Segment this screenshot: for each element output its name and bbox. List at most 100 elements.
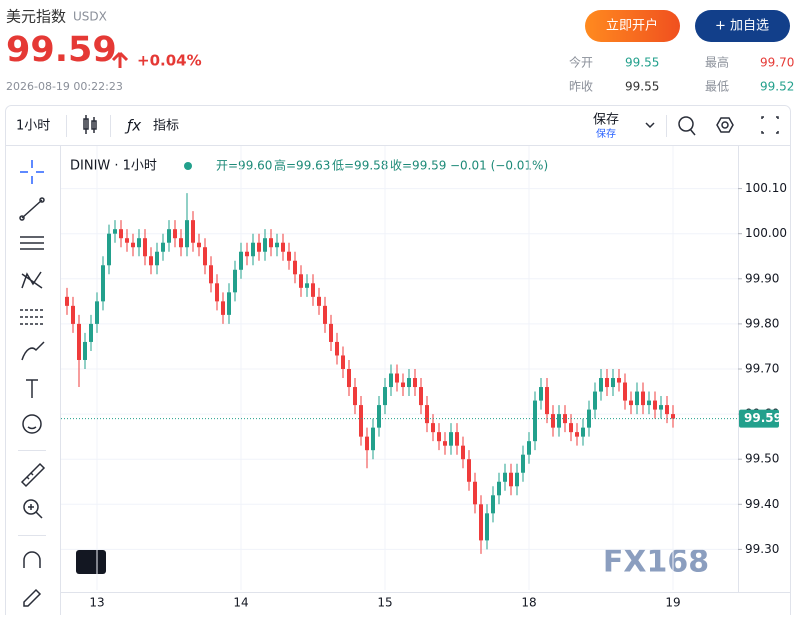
candle-body: [437, 432, 441, 442]
y-tick-label: 99.70: [745, 362, 779, 376]
candle-body: [203, 247, 207, 266]
candle-body: [425, 405, 429, 424]
ohlc-open: 开=99.60: [216, 159, 272, 173]
candle-body: [497, 481, 501, 496]
settings-dot: [721, 121, 729, 129]
fullscreen-icon[interactable]: [761, 116, 779, 134]
candle-body: [323, 305, 327, 324]
candle-body: [449, 432, 453, 446]
chart-title: DINIW · 1小时: [70, 159, 157, 174]
candle-body: [557, 414, 561, 428]
candle-body: [179, 238, 183, 248]
up-arrow: [111, 51, 129, 68]
candle-body: [65, 296, 69, 306]
stat-value: 99.55: [625, 56, 659, 70]
y-tick-label: 100.00: [745, 226, 787, 240]
candle-body: [455, 432, 459, 446]
settings-icon[interactable]: [716, 117, 734, 133]
candle-body: [611, 378, 615, 388]
chart-widget: [5, 105, 791, 619]
candle-body: [341, 355, 345, 369]
y-tick-label: 100.10: [745, 181, 787, 195]
open-account-label[interactable]: 立即开户: [606, 18, 658, 34]
timestamp: 2026-08-19 00:22:23: [6, 80, 123, 93]
tv-logo: [76, 550, 106, 574]
candle-body: [671, 414, 675, 419]
x-tick-label: 19: [665, 596, 680, 610]
candle-body: [659, 405, 663, 410]
stat-value: 99.70: [760, 56, 794, 70]
candle-body: [503, 472, 507, 482]
change: +0.04%: [137, 52, 202, 70]
candle-body: [521, 454, 525, 473]
candle-body: [407, 378, 411, 388]
tool-column[interactable]: [19, 160, 46, 607]
candle-body: [401, 382, 405, 388]
watchlist-button[interactable]: [695, 10, 790, 42]
candle-body: [239, 251, 243, 270]
candle-body: [83, 341, 87, 360]
candle-body: [71, 305, 75, 324]
candle-body: [143, 238, 147, 257]
candle-body: [299, 274, 303, 288]
candle-body: [413, 378, 417, 388]
candle-body: [89, 323, 93, 342]
candle-icon[interactable]: [83, 115, 97, 134]
candle-body: [293, 260, 297, 275]
candle-body: [101, 265, 105, 302]
alert-icon[interactable]: [678, 116, 696, 136]
stat-label: 昨收: [569, 80, 593, 94]
candle-body: [569, 423, 573, 433]
candle-body: [371, 427, 375, 451]
candle-body: [515, 472, 519, 487]
watchlist-label[interactable]: + 加自选: [715, 19, 769, 34]
ohlc-high: 高=99.63: [274, 158, 330, 173]
candle-body: [575, 432, 579, 437]
x-tick-label: 15: [377, 596, 392, 610]
indicators[interactable]: 指标: [153, 119, 179, 134]
y-tick-label: 99.50: [745, 452, 779, 466]
candle-body: [467, 459, 471, 482]
save[interactable]: 保存: [593, 113, 619, 128]
last-price-box: [739, 409, 779, 428]
chevron[interactable]: [645, 122, 655, 129]
stat-value: 99.52: [760, 80, 794, 94]
candle-body: [377, 405, 381, 428]
candle-body: [491, 495, 495, 514]
fx-icon[interactable]: ƒx: [124, 117, 141, 135]
interval[interactable]: 1小时: [16, 119, 50, 134]
candle-body: [125, 238, 129, 243]
candle-body: [545, 387, 549, 415]
watermark: FX168: [603, 545, 709, 580]
candle-body: [149, 256, 153, 266]
candle-body: [275, 242, 279, 248]
save-status: 保存: [596, 127, 616, 140]
y-tick-label: 99.40: [745, 497, 779, 511]
candle-body: [509, 472, 513, 487]
candle-body: [383, 387, 387, 406]
candle-body: [191, 220, 195, 243]
candle-body: [161, 242, 165, 252]
candle-body: [329, 323, 333, 342]
candle-body: [173, 229, 177, 239]
last-price-label: 99.59: [744, 411, 782, 425]
stat-label: 最高: [705, 55, 729, 70]
candle-body: [461, 445, 465, 460]
candle-body: [209, 265, 213, 284]
candle-body: [119, 229, 123, 239]
y-tick-label: 99.80: [745, 316, 779, 330]
open-account-button[interactable]: [585, 10, 680, 42]
x-tick-label: 18: [521, 596, 536, 610]
candle-body: [665, 405, 669, 415]
candle-body: [215, 283, 219, 302]
candle-body: [95, 301, 99, 324]
candle-body: [131, 242, 135, 248]
candle-body: [605, 378, 609, 388]
title: 美元指数: [6, 8, 66, 26]
candle-body: [473, 481, 477, 505]
candle-body: [641, 391, 645, 406]
candle-body: [287, 251, 291, 261]
visibility-icon[interactable]: [184, 162, 192, 170]
